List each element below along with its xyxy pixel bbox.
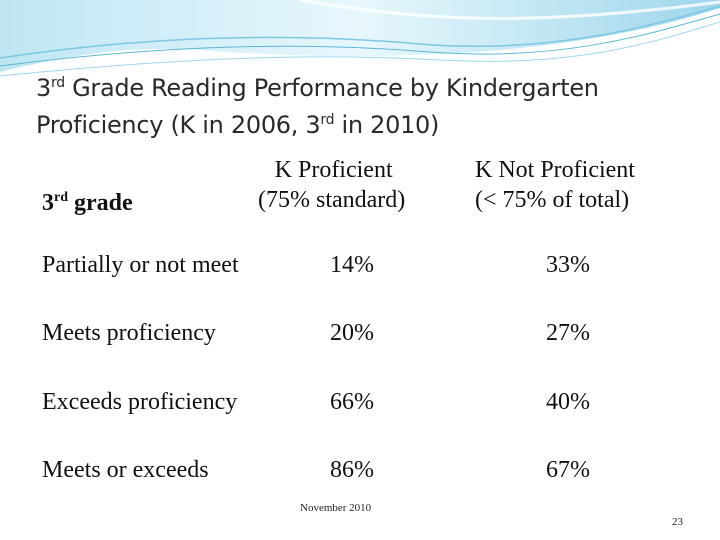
table-cell-k-proficient: 86% — [330, 457, 374, 483]
table-row-label: Partially or not meet — [42, 252, 239, 278]
page-number: 23 — [672, 516, 683, 528]
header-wave-banner — [0, 0, 720, 77]
table-cell-k-proficient: 14% — [330, 252, 374, 278]
title-line-1: 3rd Grade Reading Performance by Kinderg… — [36, 70, 696, 107]
title-text: in 2010) — [334, 111, 440, 139]
title-superscript: rd — [50, 75, 65, 91]
column-header-line: K Not Proficient — [475, 157, 635, 183]
table-row-label: Meets proficiency — [42, 320, 216, 346]
title-text: 3 — [36, 74, 51, 102]
column-header-line: (< 75% of total) — [475, 187, 630, 213]
table-cell-k-not-proficient: 33% — [546, 252, 590, 278]
row-header-label: 3rd grade — [42, 188, 133, 218]
title-text: Proficiency (K in 2006, 3 — [36, 111, 321, 139]
table-cell-k-not-proficient: 40% — [546, 389, 590, 415]
footer-date: November 2010 — [300, 502, 372, 514]
slide-title: 3rd Grade Reading Performance by Kinderg… — [36, 70, 696, 144]
table-cell-k-not-proficient: 67% — [546, 457, 590, 483]
column-header-line: (75% standard) — [258, 187, 406, 213]
title-text: Grade Reading Performance by Kindergarte… — [64, 74, 599, 102]
table-cell-k-proficient: 20% — [330, 320, 374, 346]
column-header-k-not-proficient: K Not Proficient (< 75% of total) — [475, 155, 635, 215]
table-row-label: Exceeds proficiency — [42, 389, 238, 415]
column-header-k-proficient: K Proficient (75% standard) — [258, 155, 405, 215]
table-cell-k-proficient: 66% — [330, 389, 374, 415]
row-header-text: 3 — [42, 190, 54, 216]
table-cell-k-not-proficient: 27% — [546, 320, 590, 346]
column-header-line: K Proficient — [274, 157, 393, 183]
row-header-superscript: rd — [54, 190, 68, 205]
title-superscript: rd — [320, 112, 335, 128]
row-header-text: grade — [68, 190, 133, 216]
table-row-label: Meets or exceeds — [42, 457, 209, 483]
title-line-2: Proficiency (K in 2006, 3rd in 2010) — [36, 107, 696, 144]
